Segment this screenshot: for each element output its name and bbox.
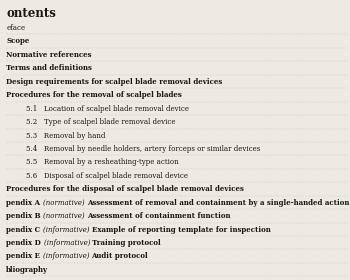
Text: pendix E: pendix E [6,253,43,260]
Text: (informative): (informative) [43,226,92,234]
Text: 5.2   Type of scalpel blade removal device: 5.2 Type of scalpel blade removal device [26,118,175,126]
Text: ontents: ontents [6,7,56,20]
Text: Terms and definitions: Terms and definitions [6,64,92,72]
Text: bliography: bliography [6,266,48,274]
Text: 5.1   Location of scalpel blade removal device: 5.1 Location of scalpel blade removal de… [26,105,189,113]
Text: Assessment of containment function: Assessment of containment function [87,212,231,220]
Text: Audit protocol: Audit protocol [92,253,148,260]
Text: 5.3   Removal by hand: 5.3 Removal by hand [26,132,105,139]
Text: (normative): (normative) [43,212,87,220]
Text: pendix C: pendix C [6,226,43,234]
Text: (informative): (informative) [43,253,92,260]
Text: Example of reporting template for inspection: Example of reporting template for inspec… [92,226,271,234]
Text: 5.5   Removal by a resheathing-type action: 5.5 Removal by a resheathing-type action [26,158,178,166]
Text: pendix D: pendix D [6,239,43,247]
Text: Procedures for the removal of scalpel blades: Procedures for the removal of scalpel bl… [6,91,182,99]
Text: (informative): (informative) [43,239,92,247]
Text: (normative): (normative) [43,199,87,207]
Text: Assessment of removal and containment by a single-handed action: Assessment of removal and containment by… [87,199,349,207]
Text: 5.4   Removal by needle holders, artery forceps or similar devices: 5.4 Removal by needle holders, artery fo… [26,145,260,153]
Text: pendix B: pendix B [6,212,43,220]
Text: Procedures for the disposal of scalpel blade removal devices: Procedures for the disposal of scalpel b… [6,185,244,193]
Text: Design requirements for scalpel blade removal devices: Design requirements for scalpel blade re… [6,78,223,86]
Text: Training protocol: Training protocol [92,239,161,247]
Text: pendix A: pendix A [6,199,43,207]
Text: Scope: Scope [6,38,30,45]
Text: 5.6   Disposal of scalpel blade removal device: 5.6 Disposal of scalpel blade removal de… [26,172,188,180]
Text: eface: eface [6,24,26,32]
Text: Normative references: Normative references [6,51,92,59]
